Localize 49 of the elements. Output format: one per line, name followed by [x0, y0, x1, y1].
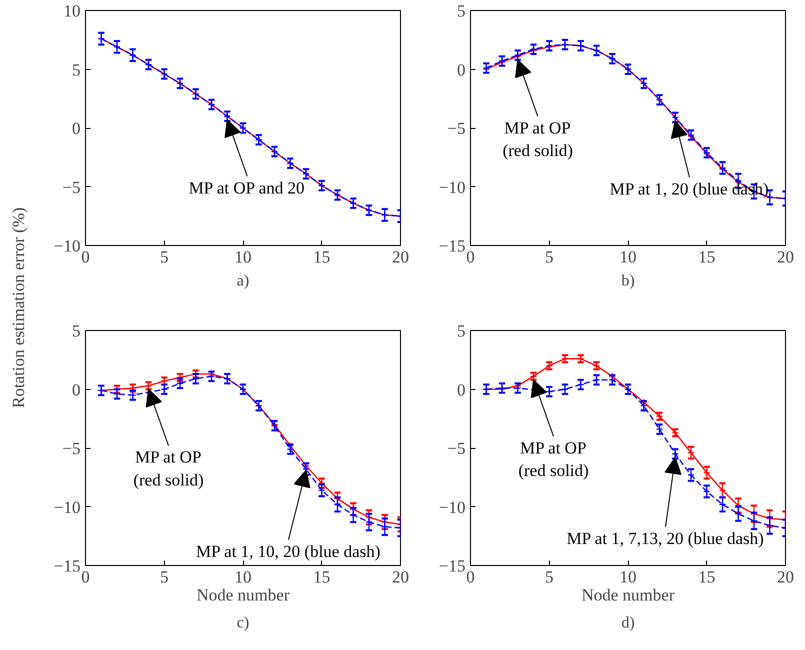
- y-tick-label: −10: [54, 236, 81, 256]
- x-tick-label: 10: [620, 248, 636, 266]
- x-tick-label: 5: [160, 568, 168, 586]
- y-tick-label: −5: [447, 119, 466, 138]
- y-tick-label: 0: [457, 380, 466, 400]
- text: b): [621, 272, 635, 290]
- x-axis-title: Node number: [196, 586, 290, 604]
- x-tick-label: 5: [545, 248, 554, 266]
- y-tick-label: 5: [457, 2, 466, 20]
- y-tick-label: −10: [54, 498, 81, 517]
- y-tick-label: 0: [72, 380, 80, 400]
- x-axis-title: Node number: [582, 586, 675, 604]
- x-tick-label: 20: [777, 248, 794, 266]
- text: d): [621, 614, 635, 632]
- x-tick-label: 15: [313, 248, 330, 266]
- x-tick-label: 20: [392, 248, 409, 266]
- y-tick-label: −10: [438, 498, 466, 517]
- x-tick-label: 10: [620, 568, 636, 586]
- text: a): [236, 272, 250, 290]
- y-tick-label: −10: [438, 178, 466, 197]
- y-tick-label: 5: [72, 60, 80, 80]
- annotation: MP at OP (red solid): [518, 438, 589, 480]
- y-axis-title: Rotation estimation error (%): [9, 207, 28, 408]
- text: c): [236, 614, 250, 632]
- y-tick-label: −15: [54, 556, 81, 576]
- x-tick-label: 10: [234, 248, 252, 266]
- annotation: MP at 1, 10, 20 (blue dash): [196, 542, 380, 561]
- annotation: MP at OP (red solid): [502, 118, 573, 160]
- y-tick-label: 5: [457, 322, 466, 340]
- annotation: MP at OP (red solid): [133, 448, 204, 490]
- x-tick-label: 15: [698, 248, 716, 266]
- x-tick-label: 15: [313, 568, 330, 586]
- annotation: MP at OP and 20: [188, 178, 305, 198]
- y-tick-label: 10: [64, 2, 80, 20]
- annotation: MP at 1, 7,13, 20 (blue dash): [566, 528, 764, 548]
- y-tick-label: −5: [62, 439, 81, 458]
- y-tick-label: 0: [457, 60, 466, 80]
- x-tick-label: 15: [698, 568, 716, 586]
- x-tick-label: 10: [234, 568, 252, 586]
- y-tick-label: 0: [72, 119, 80, 138]
- y-tick-label: −5: [62, 178, 81, 197]
- y-tick-label: −15: [438, 236, 466, 256]
- y-tick-label: 5: [72, 322, 80, 340]
- x-tick-label: 5: [160, 248, 168, 266]
- x-tick-label: 20: [777, 568, 794, 586]
- y-tick-label: −15: [438, 556, 466, 576]
- y-tick-label: −5: [447, 439, 466, 458]
- x-tick-label: 20: [392, 568, 409, 586]
- x-tick-label: 5: [545, 568, 554, 586]
